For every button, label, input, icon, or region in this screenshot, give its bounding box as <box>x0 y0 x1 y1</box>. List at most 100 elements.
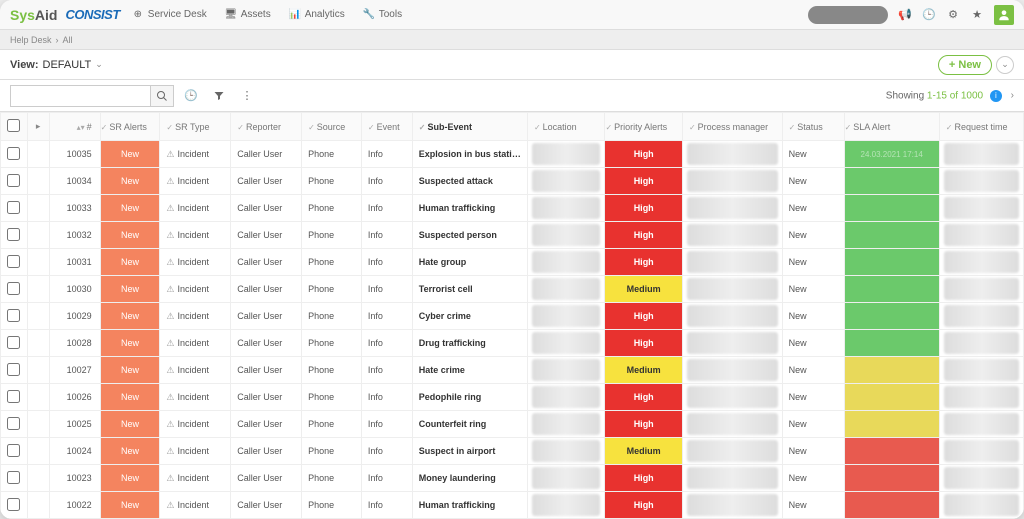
expand-row[interactable] <box>27 303 49 330</box>
cell-srtype: ⚠Incident <box>160 249 231 276</box>
cell-reporter: Caller User <box>231 357 302 384</box>
info-badge-icon[interactable]: i <box>990 90 1002 102</box>
clock-icon[interactable]: 🕒 <box>922 8 936 22</box>
table-row[interactable]: 10032New⚠IncidentCaller UserPhoneInfoSus… <box>1 222 1024 249</box>
nav-item-assets[interactable]: 🖥Assets <box>225 9 271 21</box>
column-header[interactable]: ✓Request time <box>939 113 1023 141</box>
priority-badge: High <box>605 384 682 410</box>
view-name[interactable]: DEFAULT <box>43 59 92 71</box>
global-search-pill[interactable] <box>808 6 888 24</box>
table-row[interactable]: 10035New⚠IncidentCaller UserPhoneInfoExp… <box>1 141 1024 168</box>
breadcrumb-item[interactable]: Help Desk <box>10 35 52 45</box>
expand-row[interactable] <box>27 195 49 222</box>
nav-item-analytics[interactable]: 📊Analytics <box>289 9 345 21</box>
cell-request <box>939 222 1023 249</box>
row-checkbox[interactable] <box>7 174 20 187</box>
more-icon[interactable]: ⋮ <box>236 85 258 107</box>
table-row[interactable]: 10024New⚠IncidentCaller UserPhoneInfoSus… <box>1 438 1024 465</box>
column-header[interactable] <box>1 113 28 141</box>
table-row[interactable]: 10026New⚠IncidentCaller UserPhoneInfoPed… <box>1 384 1024 411</box>
incident-icon: ⚠ <box>166 473 174 483</box>
expand-row[interactable] <box>27 384 49 411</box>
column-header[interactable]: ✓Status <box>782 113 844 141</box>
new-dropdown[interactable]: ⌄ <box>996 56 1014 74</box>
column-header[interactable]: ✓Location <box>527 113 605 141</box>
row-checkbox[interactable] <box>7 417 20 430</box>
column-header[interactable]: ✓Source <box>302 113 362 141</box>
announce-icon[interactable]: 📢 <box>898 8 912 22</box>
cell-status: New <box>782 303 844 330</box>
filter-icon[interactable] <box>208 85 230 107</box>
table-wrap[interactable]: ▸▴▾#✓SR Alerts✓SR Type✓Reporter✓Source✓E… <box>0 112 1024 519</box>
select-all-checkbox[interactable] <box>7 119 20 132</box>
search-input[interactable] <box>10 85 150 107</box>
row-checkbox[interactable] <box>7 498 20 511</box>
cell-location <box>527 141 605 168</box>
expand-row[interactable] <box>27 249 49 276</box>
cell-location <box>527 357 605 384</box>
cell-request <box>939 141 1023 168</box>
sla-badge <box>845 330 939 356</box>
row-checkbox[interactable] <box>7 228 20 241</box>
table-body: 10035New⚠IncidentCaller UserPhoneInfoExp… <box>1 141 1024 519</box>
user-avatar[interactable] <box>994 5 1014 25</box>
nav-item-tools[interactable]: 🔧Tools <box>363 9 402 21</box>
row-checkbox[interactable] <box>7 282 20 295</box>
column-header[interactable]: ✓Reporter <box>231 113 302 141</box>
expand-row[interactable] <box>27 330 49 357</box>
incident-icon: ⚠ <box>166 365 174 375</box>
expand-row[interactable] <box>27 141 49 168</box>
expand-row[interactable] <box>27 168 49 195</box>
search-button[interactable] <box>150 85 174 107</box>
cell-id: 10030 <box>49 276 100 303</box>
pager-next-icon[interactable]: › <box>1011 90 1014 101</box>
nav-item-service-desk[interactable]: ⊕Service Desk <box>132 9 207 21</box>
expand-row[interactable] <box>27 357 49 384</box>
table-row[interactable]: 10034New⚠IncidentCaller UserPhoneInfoSus… <box>1 168 1024 195</box>
row-checkbox[interactable] <box>7 147 20 160</box>
column-header[interactable]: ✓SR Alerts <box>100 113 160 141</box>
table-row[interactable]: 10031New⚠IncidentCaller UserPhoneInfoHat… <box>1 249 1024 276</box>
expand-row[interactable] <box>27 222 49 249</box>
table-row[interactable]: 10025New⚠IncidentCaller UserPhoneInfoCou… <box>1 411 1024 438</box>
column-header[interactable]: ✓Priority Alerts <box>605 113 683 141</box>
table-row[interactable]: 10030New⚠IncidentCaller UserPhoneInfoTer… <box>1 276 1024 303</box>
expand-row[interactable] <box>27 438 49 465</box>
gear-icon[interactable]: ⚙ <box>946 8 960 22</box>
breadcrumb-item[interactable]: All <box>63 35 73 45</box>
expand-row[interactable] <box>27 465 49 492</box>
table-row[interactable]: 10022New⚠IncidentCaller UserPhoneInfoHum… <box>1 492 1024 519</box>
column-header[interactable]: ✓Event <box>361 113 412 141</box>
expand-row[interactable] <box>27 492 49 519</box>
table-row[interactable]: 10023New⚠IncidentCaller UserPhoneInfoMon… <box>1 465 1024 492</box>
sla-badge <box>845 195 939 221</box>
row-checkbox[interactable] <box>7 336 20 349</box>
row-checkbox[interactable] <box>7 444 20 457</box>
table-row[interactable]: 10028New⚠IncidentCaller UserPhoneInfoDru… <box>1 330 1024 357</box>
table-row[interactable]: 10029New⚠IncidentCaller UserPhoneInfoCyb… <box>1 303 1024 330</box>
column-header[interactable]: ✓Process manager <box>682 113 782 141</box>
star-icon[interactable]: ★ <box>970 8 984 22</box>
history-icon[interactable]: 🕒 <box>180 85 202 107</box>
cell-status: New <box>782 330 844 357</box>
column-header[interactable]: ✓SR Type <box>160 113 231 141</box>
column-header[interactable]: ▸ <box>27 113 49 141</box>
row-checkbox[interactable] <box>7 390 20 403</box>
row-checkbox[interactable] <box>7 309 20 322</box>
new-button[interactable]: + New <box>938 55 992 75</box>
table-row[interactable]: 10033New⚠IncidentCaller UserPhoneInfoHum… <box>1 195 1024 222</box>
column-header[interactable]: ✓SLA Alert <box>844 113 939 141</box>
row-checkbox[interactable] <box>7 201 20 214</box>
logo-consist: CONSIST <box>65 7 119 22</box>
row-checkbox[interactable] <box>7 363 20 376</box>
column-header[interactable]: ✓Sub-Event <box>412 113 527 141</box>
table-row[interactable]: 10027New⚠IncidentCaller UserPhoneInfoHat… <box>1 357 1024 384</box>
row-checkbox[interactable] <box>7 255 20 268</box>
expand-row[interactable] <box>27 411 49 438</box>
priority-badge: High <box>605 465 682 491</box>
chevron-down-icon[interactable]: ⌄ <box>95 59 103 70</box>
expand-row[interactable] <box>27 276 49 303</box>
column-header[interactable]: ▴▾# <box>49 113 100 141</box>
priority-badge: High <box>605 492 682 518</box>
row-checkbox[interactable] <box>7 471 20 484</box>
